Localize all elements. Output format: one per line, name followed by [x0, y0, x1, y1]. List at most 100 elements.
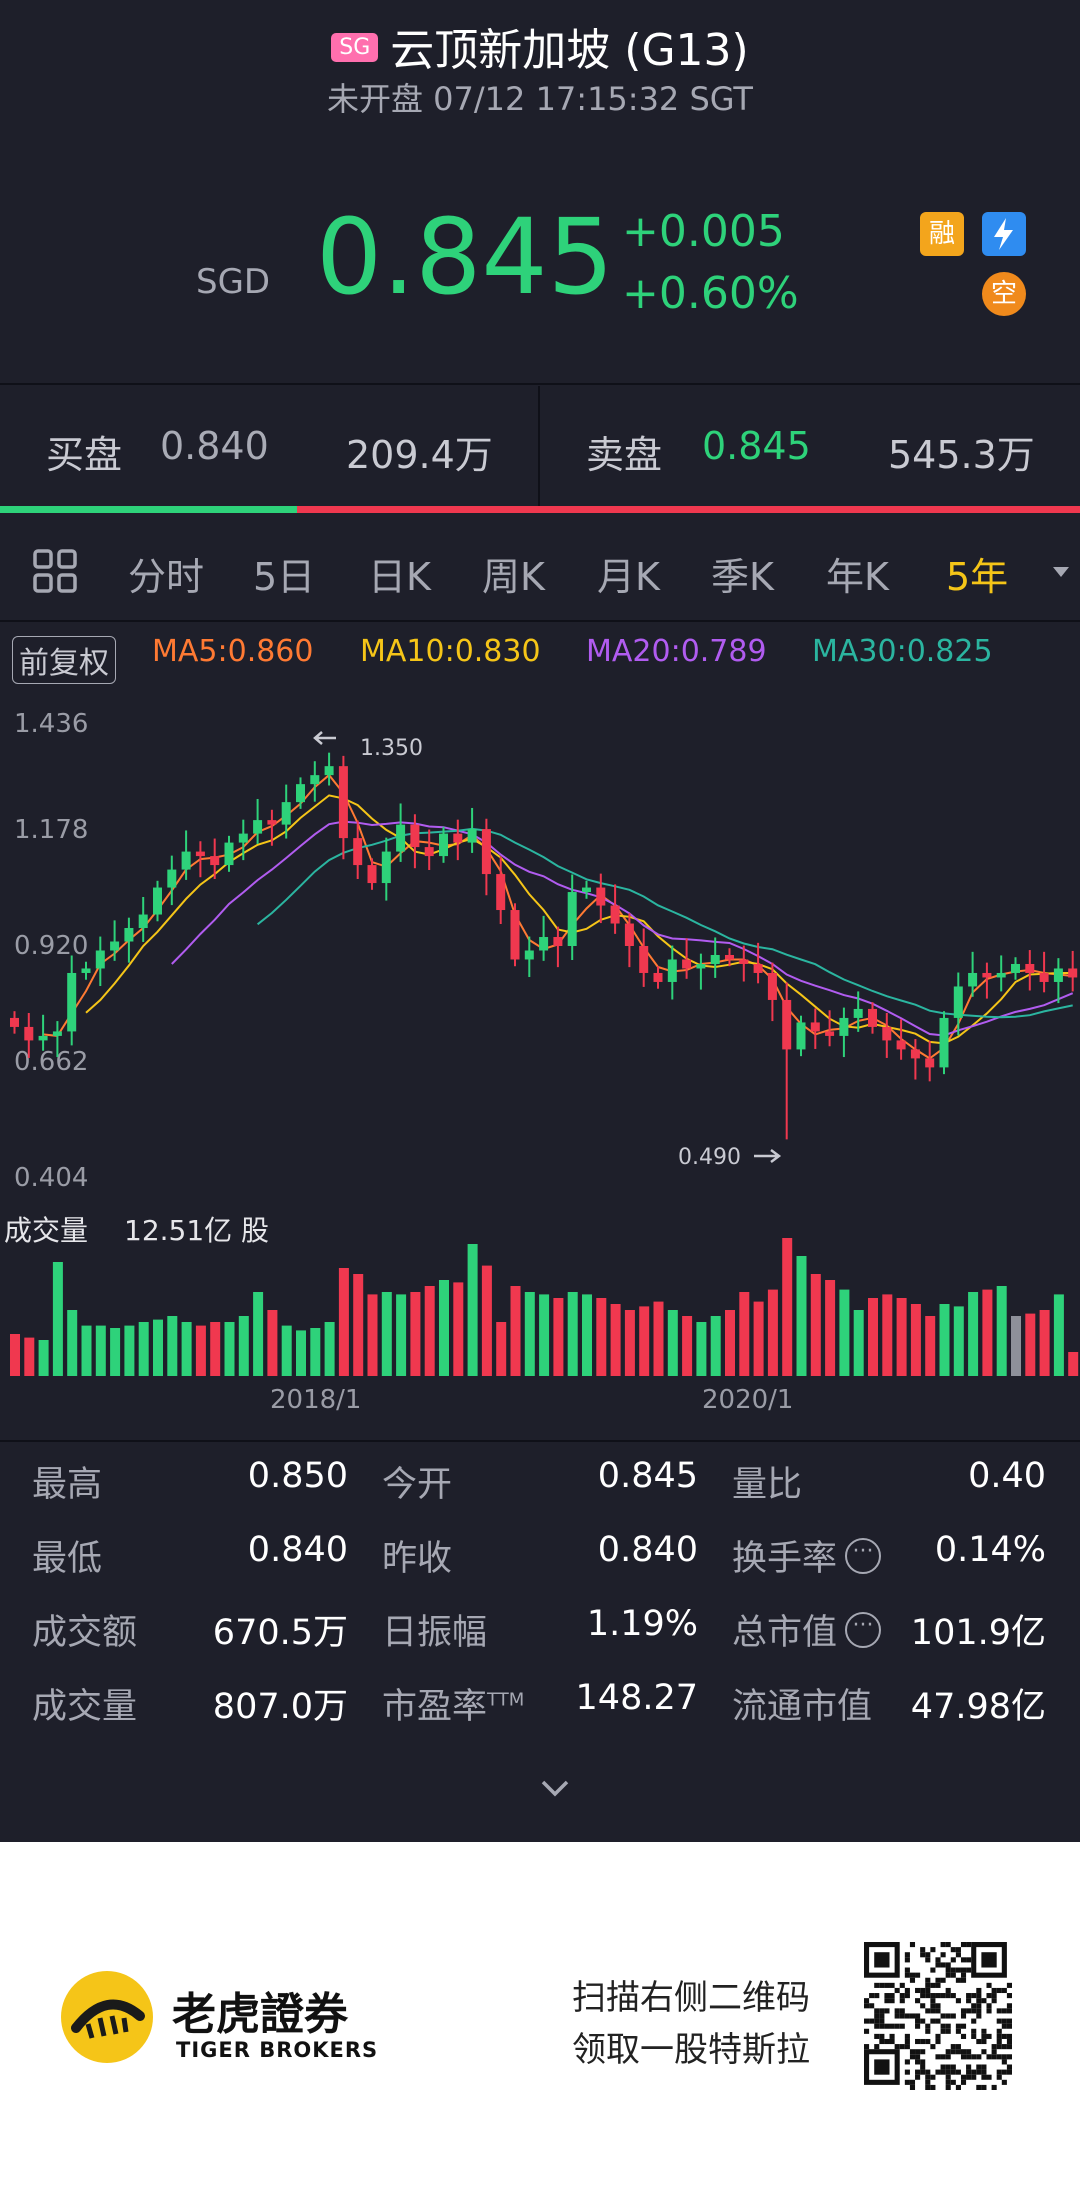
volume-bar [868, 1298, 878, 1376]
qr-module [925, 1987, 931, 1994]
expand-chevron-icon[interactable] [540, 1778, 570, 1802]
tab-dropdown-icon[interactable] [1052, 564, 1070, 583]
qr-module [889, 1998, 895, 2004]
qr-module [935, 2038, 941, 2045]
qr-module [884, 1993, 890, 1999]
qr-module [976, 2038, 982, 2045]
stat-value: 0.14% [934, 1530, 1046, 1570]
candle-body [539, 937, 549, 951]
qr-module [966, 2008, 972, 2014]
ma20-line [171, 820, 1074, 1037]
tab-5year[interactable]: 5年 [946, 555, 1009, 599]
margin-badge[interactable]: 融 [920, 212, 964, 256]
qr-module [909, 1977, 916, 1983]
qr-module [920, 2064, 926, 2070]
stock-title: SG 云顶新加坡 (G13) [0, 14, 1080, 78]
qr-module [981, 1998, 987, 2004]
qr-module [981, 2074, 987, 2080]
short-badge[interactable]: 空 [982, 272, 1026, 316]
volume-bar [667, 1310, 678, 1376]
tab-quarterly-k[interactable]: 季K [711, 555, 774, 599]
kline-chart[interactable]: 1.436 1.178 0.920 0.662 0.404 1.350 0.490 成交… [0, 690, 1080, 1430]
tab-5day[interactable]: 5日 [253, 555, 316, 599]
adjust-button[interactable]: 前复权 [12, 636, 116, 684]
qr-module [1001, 2018, 1007, 2024]
volume-bar [81, 1325, 92, 1376]
qr-module [925, 2079, 931, 2085]
qr-module [955, 2044, 961, 2050]
candle-body [524, 950, 534, 960]
candle-body [153, 887, 162, 915]
qr-module [920, 2003, 926, 2009]
volume-bar [810, 1274, 821, 1376]
volume-bar [353, 1274, 364, 1376]
qr-module [909, 2084, 916, 2090]
qr-module [960, 2023, 967, 2029]
qr-module [966, 2069, 972, 2075]
tab-daily-k[interactable]: 日K [368, 555, 431, 599]
volume-bar [953, 1306, 964, 1376]
qr-module [915, 2069, 921, 2075]
qr-module [925, 2074, 931, 2080]
qr-module [940, 1993, 946, 1999]
candle-body [38, 1035, 48, 1041]
candle-body [210, 856, 220, 866]
candle-body [453, 833, 463, 843]
volume-bar [582, 1294, 592, 1376]
tab-weekly-k[interactable]: 周K [482, 555, 545, 599]
tab-yearly-k[interactable]: 年K [826, 555, 889, 599]
volume-bar [138, 1322, 149, 1376]
candle-body [968, 972, 978, 987]
qr-module [904, 1967, 910, 1973]
qr-module [955, 2069, 961, 2075]
volume-bar [124, 1325, 135, 1376]
qr-module [955, 1947, 961, 1953]
qr-module [1001, 2059, 1007, 2065]
qr-module [950, 2079, 956, 2085]
qr-module [945, 2069, 951, 2075]
candle-body [1053, 968, 1063, 982]
qr-module [950, 2049, 956, 2055]
volume-bar [796, 1256, 807, 1376]
qr-module [950, 2044, 956, 2050]
qr-module [884, 2008, 890, 2014]
y-tick-label: 0.404 [14, 1163, 88, 1193]
candle-body [839, 1017, 849, 1036]
candle-body [195, 851, 205, 857]
candle-body [682, 959, 692, 969]
qr-module [915, 2038, 921, 2045]
candle-body [553, 937, 563, 946]
stock-name: 云顶新加坡 (G13) [390, 25, 749, 76]
volume-bar [1011, 1316, 1021, 1376]
qr-module [1006, 2054, 1012, 2060]
tab-monthly-k[interactable]: 月K [597, 555, 660, 599]
stat-value: 0.845 [597, 1456, 698, 1496]
tab-intraday[interactable]: 分时 [128, 555, 205, 599]
info-dots-icon[interactable]: ··· [845, 1612, 882, 1648]
volume-bar [281, 1325, 292, 1376]
qr-module [925, 1977, 931, 1983]
qr-module [904, 1993, 910, 1999]
divider [0, 1440, 1080, 1442]
qr-code-icon[interactable] [864, 1942, 1012, 2090]
candle-body [725, 954, 734, 960]
qr-module [909, 1972, 916, 1978]
flash-icon[interactable] [982, 212, 1026, 256]
candle-body [138, 914, 148, 929]
grid-icon[interactable] [32, 548, 78, 598]
promo-line-2: 领取一股特斯拉 [572, 2030, 810, 2070]
stat-label: 最高 [32, 1465, 103, 1505]
qr-module [899, 1998, 905, 2004]
candle-body [667, 959, 677, 982]
qr-module [935, 1993, 941, 1999]
volume-bar [839, 1289, 850, 1376]
qr-module [966, 1998, 972, 2004]
market-badge: SG [331, 32, 379, 62]
candle-body [267, 820, 277, 825]
qr-module [925, 2008, 931, 2014]
candle-body [596, 887, 606, 906]
info-dots-icon[interactable]: ··· [845, 1538, 882, 1574]
volume-bar [453, 1282, 464, 1376]
volume-bar [210, 1322, 221, 1376]
qr-module [945, 1993, 951, 1999]
